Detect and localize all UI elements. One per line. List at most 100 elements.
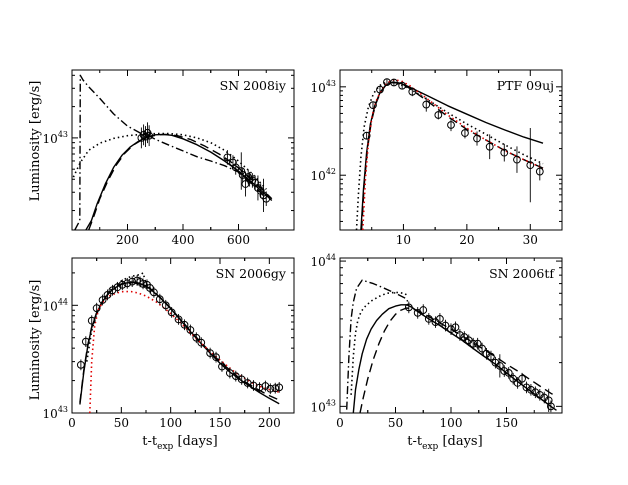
y-tick-label: 1043: [311, 79, 336, 95]
data-point: [487, 352, 495, 361]
y-tick-exponent: 44: [58, 297, 68, 306]
data-point: [531, 388, 540, 397]
data-point: [473, 134, 481, 143]
data-point: [500, 148, 509, 157]
y-axis-label-top: Luminosity [erg/s]: [28, 81, 43, 202]
y-tick-exponent: 42: [326, 167, 336, 176]
data-point: [223, 153, 232, 162]
x-axis-label-right: t-texp [days]: [407, 434, 482, 452]
series-line-red-dotted: [89, 290, 282, 413]
data-point: [237, 167, 246, 175]
x-tick-label: 150: [495, 416, 518, 430]
data-point: [218, 362, 226, 371]
data-point: [139, 280, 147, 288]
data-point: [149, 288, 158, 297]
data-point: [535, 167, 544, 176]
x-tick-label: 20: [459, 233, 474, 247]
series-line-red-dotted: [362, 79, 544, 230]
data-point: [376, 85, 384, 94]
data-point: [398, 81, 407, 90]
data-point: [98, 296, 107, 304]
y-tick-base: 10: [311, 169, 326, 183]
data-point: [469, 339, 478, 348]
data-point: [174, 315, 183, 324]
series-line-dash-dot: [74, 74, 267, 230]
data-point: [424, 314, 433, 323]
y-tick-base: 10: [43, 407, 58, 421]
data-point: [473, 339, 482, 348]
series-line-dotted: [72, 132, 267, 190]
data-point: [155, 295, 164, 304]
y-tick-label: 1043: [311, 398, 336, 414]
data-point: [180, 320, 189, 329]
data-point: [81, 337, 90, 346]
data-point: [266, 384, 275, 393]
data-point: [262, 194, 271, 203]
y-tick-exponent: 43: [326, 398, 336, 407]
y-axis-label-bottom: Luminosity [erg/s]: [28, 280, 43, 401]
series-line-dashed: [359, 307, 557, 413]
x-axis-label-main: t-t: [142, 434, 158, 449]
data-point: [513, 379, 522, 387]
y-tick-base: 10: [311, 400, 326, 414]
y-tick-base: 10: [311, 81, 326, 95]
y-tick-exponent: 43: [58, 130, 68, 139]
data-point: [275, 383, 284, 392]
x-tick-label: 30: [523, 233, 538, 247]
data-point: [526, 161, 535, 170]
x-axis-label-unit: [days]: [173, 434, 217, 449]
data-point: [369, 101, 377, 110]
data-point: [128, 277, 137, 286]
data-point: [87, 316, 96, 325]
y-tick-label: 1044: [43, 297, 68, 313]
data-point: [485, 142, 494, 151]
data-point: [447, 121, 455, 129]
panel-title: SN 2006gy: [216, 266, 287, 281]
x-tick-label: 50: [388, 416, 403, 430]
data-point: [362, 131, 371, 140]
data-point: [404, 303, 413, 312]
series-line-dashed: [88, 133, 273, 230]
data-point: [146, 284, 154, 292]
data-point: [451, 323, 460, 332]
data-point: [92, 304, 101, 313]
y-tick-exponent: 43: [326, 79, 336, 88]
data-point: [231, 372, 240, 381]
panel-title: SN 2008iy: [220, 78, 287, 93]
data-point: [527, 385, 535, 394]
data-point: [522, 383, 531, 392]
x-tick-label: 150: [209, 416, 232, 430]
y-tick-base: 10: [311, 255, 326, 269]
data-point: [509, 374, 518, 383]
data-point: [455, 331, 464, 339]
data-point: [441, 321, 450, 330]
y-tick-label: 1043: [43, 405, 68, 421]
plot-frame: [339, 69, 563, 231]
series-line-solid: [352, 304, 557, 413]
x-axis-label-left: t-texp [days]: [142, 434, 217, 452]
data-point: [238, 171, 247, 179]
y-tick-exponent: 43: [58, 405, 68, 414]
data-point: [145, 131, 154, 140]
data-point: [419, 306, 428, 314]
data-point: [139, 130, 148, 139]
panel-title: SN 2006tf: [489, 266, 555, 281]
x-tick-label: 200: [258, 416, 281, 430]
data-point: [495, 361, 504, 370]
data-point: [123, 279, 132, 288]
data-point: [197, 338, 206, 347]
x-tick-label: 0: [68, 416, 76, 430]
data-point: [113, 283, 122, 292]
data-point: [254, 184, 262, 192]
data-point: [161, 301, 170, 310]
data-point: [241, 180, 250, 188]
data-point: [461, 129, 469, 137]
series-line-solid: [85, 133, 273, 230]
data-point: [535, 390, 544, 399]
data-point: [167, 308, 176, 317]
data-point: [271, 384, 280, 393]
y-tick-base: 10: [43, 299, 58, 313]
data-point: [118, 280, 127, 289]
